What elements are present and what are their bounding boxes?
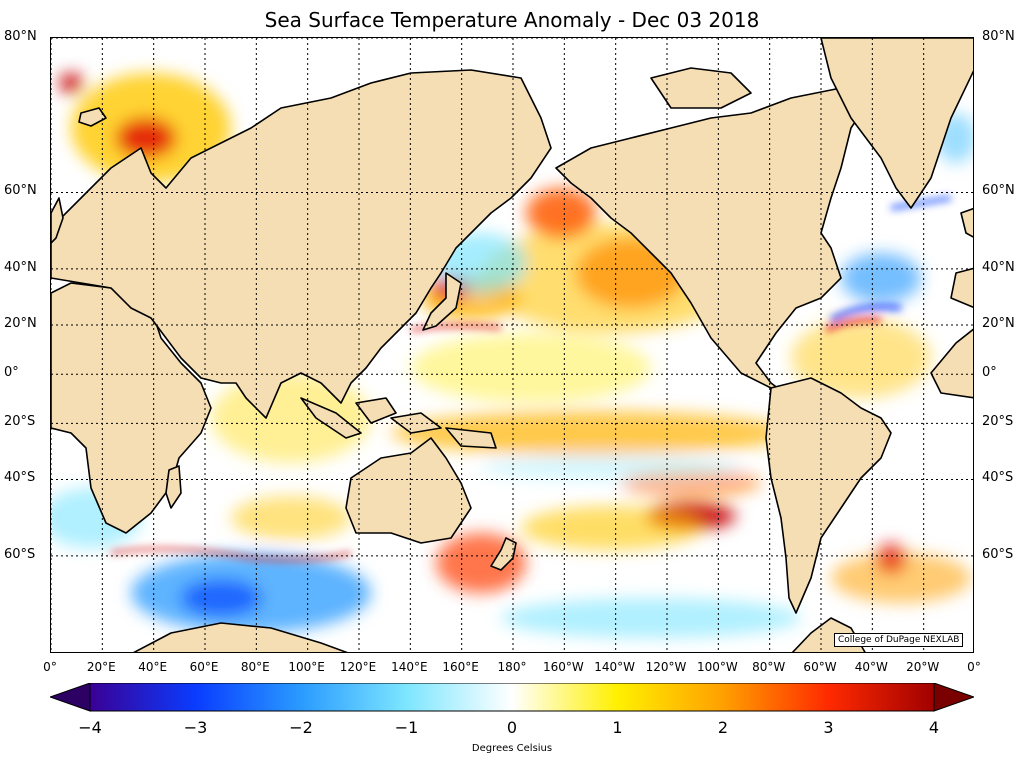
colorbar-tick-label: −3 [183,718,208,737]
credit-label: College of DuPage NEXLAB [834,633,964,647]
colorbar-bar [89,683,935,712]
colorbar-tick-label: 0 [506,718,518,737]
colorbar-label: Degrees Celsius [471,743,553,754]
longitude-label: 40°W [854,660,888,674]
greenland-landmass [820,38,973,209]
longitude-label: 180° [497,660,527,674]
colorbar-tick-label: −2 [289,718,313,737]
longitude-label: 60°W [803,660,837,674]
british-isles [51,197,973,244]
madagascar-landmass [165,465,182,509]
colorbar [50,683,974,712]
land-masses [51,38,973,652]
iceland-landmass [78,107,107,127]
longitude-label: 160°W [542,660,584,674]
colorbar-tick-label: 3 [823,718,834,737]
latitude-label: 20°N [4,316,37,332]
colorbar-tick-label: 1 [612,718,623,737]
latitude-label: 60°S [982,546,1014,562]
latitude-label: 60°S [4,546,36,562]
latitude-label: 0° [4,365,19,381]
longitude-label: 80°W [752,660,786,674]
latitude-label: 20°S [4,414,36,430]
longitude-label: 120°W [645,660,687,674]
colorbar-max-arrow [933,683,974,712]
japan-landmass [422,272,462,331]
latitude-label: 60°N [982,183,1015,199]
latitude-label: 80°N [982,29,1015,44]
latitude-label: 80°N [4,29,37,44]
colorbar-tick-label: −1 [394,718,419,737]
longitude-label: 100°W [696,660,738,674]
colorbar-min-arrow [50,683,91,712]
longitude-label: 0° [967,660,981,674]
longitude-label: 0° [43,660,57,674]
latitude-label: 0° [982,365,997,381]
latitude-label: 20°N [982,316,1015,332]
map-title: Sea Surface Temperature Anomaly - Dec 03… [264,8,760,32]
colorbar-tick-label: 2 [717,718,729,737]
eurasia-landmass [51,69,552,419]
longitude-label: 140°E [391,660,428,674]
latitude-label: 40°N [982,259,1015,275]
longitude-label: 80°E [240,660,270,674]
latitude-label: 40°S [4,470,36,486]
anomaly-sharp-features [110,195,952,562]
colorbar-tick-label: −4 [78,718,102,737]
longitude-label: 160°E [442,660,479,674]
colorbar-tick-label: 4 [928,718,940,737]
australia-landmass [345,437,472,544]
sst-anomaly-map [50,37,974,653]
map-canvas [51,38,973,652]
longitude-label: 140°W [594,660,636,674]
longitude-label: 60°E [189,660,219,674]
longitude-label: 20°E [86,660,116,674]
longitude-label: 100°E [288,660,325,674]
latitude-label: 40°S [982,470,1014,486]
latitude-label: 20°S [982,414,1014,430]
arctic-islands [650,67,752,109]
longitude-label: 120°E [339,660,377,674]
europe-west-edge [950,267,973,309]
africa-west-edge [930,328,973,399]
longitude-label: 20°W [906,660,940,674]
graticule [51,38,973,652]
new-zealand-landmass [490,537,517,571]
antarctica-landmass [133,622,348,652]
longitude-label: 40°E [138,660,168,674]
latitude-label: 60°N [4,183,37,199]
north-america-landmass [555,87,872,399]
maritime-continent [300,397,497,449]
latitude-label: 40°N [4,259,37,275]
